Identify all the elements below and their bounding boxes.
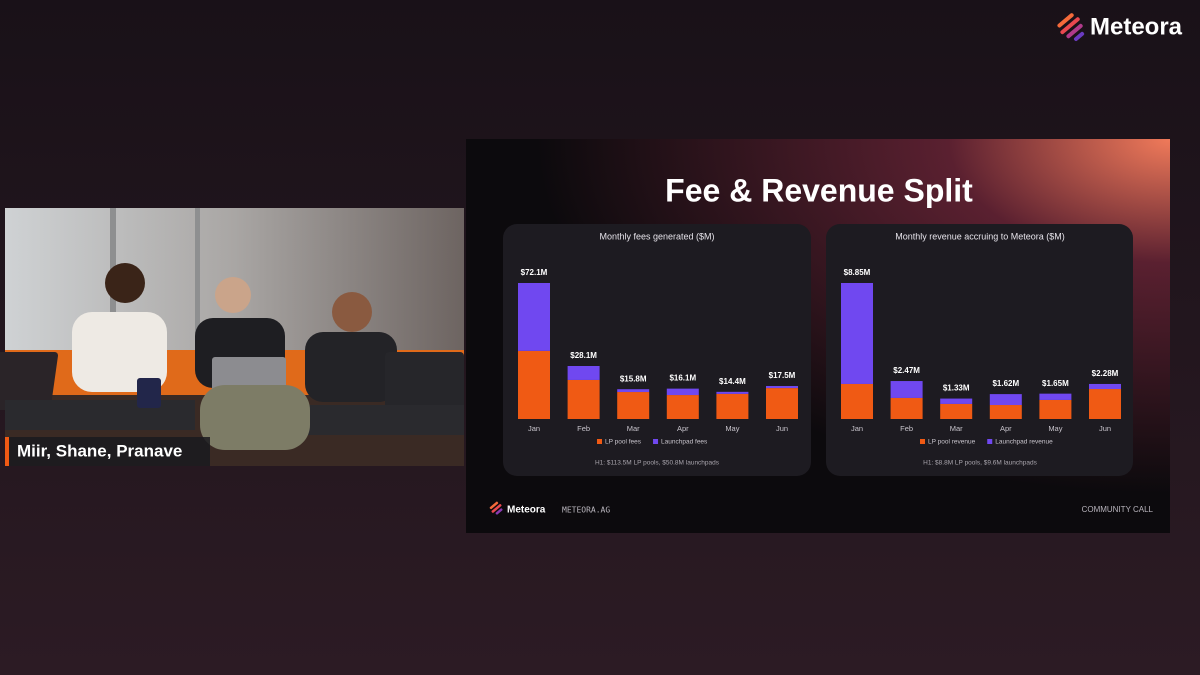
total-label: $17.5M: [769, 371, 796, 380]
legend-label: Launchpad fees: [661, 439, 708, 446]
chart-note: H1: $8.8M LP pools, $9.6M launchpads: [923, 460, 1037, 467]
bar-segment: [666, 395, 699, 419]
total-label: $15.8M: [620, 374, 647, 383]
x-tick-label: Apr: [677, 424, 689, 433]
chart-title: Monthly fees generated ($M): [599, 231, 714, 241]
x-tick-label: Jan: [528, 424, 540, 433]
bar-segment: [1089, 389, 1121, 419]
footer-brand: Meteora: [507, 505, 546, 516]
video-feed: Miir, Shane, Pranave: [0, 208, 464, 466]
total-label: $2.28M: [1092, 369, 1119, 378]
bar-segment: [940, 398, 973, 404]
total-label: $16.1M: [669, 374, 696, 383]
x-tick-label: Jan: [851, 424, 863, 433]
bar-segment: [890, 381, 923, 398]
bar-segment: [518, 350, 550, 419]
x-tick-label: Jun: [1099, 424, 1111, 433]
chart-title: Monthly revenue accruing to Meteora ($M): [895, 231, 1065, 241]
slide: Fee & Revenue Split Meteora METEORA.AG C…: [466, 139, 1170, 533]
total-label: $8.85M: [844, 268, 871, 277]
legend-label: LP pool fees: [605, 439, 642, 446]
legend-label: Launchpad revenue: [995, 439, 1053, 446]
total-label: $72.1M: [521, 268, 548, 277]
brand-logo: Meteora: [1057, 13, 1183, 41]
x-tick-label: May: [1048, 424, 1062, 433]
bar-segment: [989, 405, 1022, 419]
brand-name: Meteora: [1090, 13, 1183, 40]
legend-swatch: [987, 439, 993, 444]
bar-segment: [1089, 383, 1121, 390]
bar-segment: [1039, 399, 1072, 419]
x-tick-label: Mar: [950, 424, 963, 433]
bar-segment: [766, 385, 798, 389]
bar-segment: [940, 403, 973, 419]
slide-title: Fee & Revenue Split: [665, 172, 973, 208]
bar-segment: [666, 388, 699, 396]
x-tick-label: Apr: [1000, 424, 1012, 433]
x-tick-label: Feb: [577, 424, 590, 433]
bar-segment: [716, 391, 749, 394]
bar-segment: [567, 379, 600, 419]
bar-segment: [841, 383, 873, 419]
x-tick-label: Feb: [900, 424, 913, 433]
bar-segment: [617, 389, 650, 393]
chart-note: H1: $113.5M LP pools, $50.8M launchpads: [595, 460, 720, 467]
total-label: $28.1M: [570, 351, 597, 360]
video-caption: Miir, Shane, Pranave: [17, 441, 182, 460]
legend-swatch: [920, 439, 925, 444]
total-label: $14.4M: [719, 377, 746, 386]
x-tick-label: Jun: [776, 424, 788, 433]
bar-segment: [766, 388, 798, 419]
x-tick-label: May: [725, 424, 739, 433]
legend-label: LP pool revenue: [928, 439, 976, 446]
total-label: $1.62M: [992, 379, 1019, 388]
legend-swatch: [653, 439, 659, 444]
total-label: $2.47M: [893, 366, 920, 375]
bar-segment: [567, 365, 600, 380]
total-label: $1.33M: [943, 384, 970, 393]
total-label: $1.65M: [1042, 379, 1069, 388]
bar-segment: [890, 397, 923, 419]
bar-segment: [989, 394, 1022, 406]
bar-segment: [841, 283, 873, 384]
bar-segment: [518, 283, 550, 351]
footer-right: COMMUNITY CALL: [1082, 505, 1154, 514]
legend-swatch: [597, 439, 602, 444]
bar-segment: [617, 392, 650, 419]
bar-segment: [716, 393, 749, 419]
bar-segment: [1039, 393, 1072, 400]
x-tick-label: Mar: [627, 424, 640, 433]
footer-url: METEORA.AG: [562, 506, 610, 515]
